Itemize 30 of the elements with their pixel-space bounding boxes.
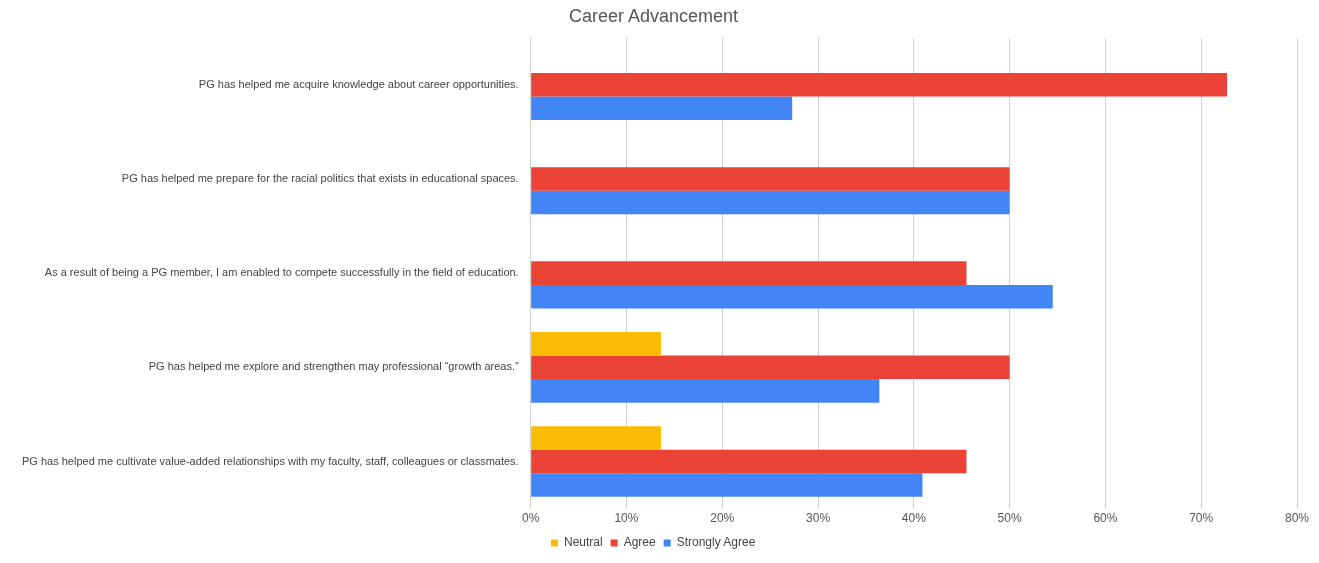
legend-label: Neutral [563, 535, 603, 550]
x-tick-label: 10% [614, 511, 639, 526]
bar [531, 379, 880, 403]
x-tick-label: 0% [522, 511, 540, 526]
y-tick-label: PG has helped me cultivate value-added relationships with my faculty, staff, colleagues or classmates. [21, 454, 519, 467]
x-tick-label: 80% [1284, 511, 1310, 526]
bar [531, 284, 1053, 309]
x-tick-label: 50% [997, 511, 1022, 526]
bar [531, 426, 661, 450]
x-tick-label: 60% [1093, 511, 1118, 526]
legend-label: Strongly Agree [676, 535, 756, 550]
chart-title: Career Advancement [568, 5, 739, 26]
bar [531, 449, 967, 474]
bar [531, 190, 1010, 215]
bar [531, 167, 1010, 191]
legend-label: Agree [623, 535, 656, 550]
bar [531, 473, 923, 497]
bar [531, 261, 967, 285]
y-tick-label: PG has helped me acquire knowledge about career opportunities. [198, 77, 519, 90]
x-tick-label: 30% [806, 511, 831, 526]
x-tick-label: 70% [1189, 511, 1214, 526]
bar [531, 96, 793, 121]
bar [531, 331, 661, 356]
y-tick-label: As a result of being a PG member, I am enabled to compete successfully in the field of education. [44, 266, 519, 279]
y-tick-label: PG has helped me prepare for the racial politics that exists in educational spaces. [121, 171, 519, 184]
x-tick-label: 40% [901, 511, 927, 526]
bar [531, 72, 1228, 97]
x-tick-label: 20% [710, 511, 735, 526]
y-tick-label: PG has helped me explore and strengthen may professional “growth areas.” [148, 360, 519, 373]
bar [531, 355, 1010, 380]
